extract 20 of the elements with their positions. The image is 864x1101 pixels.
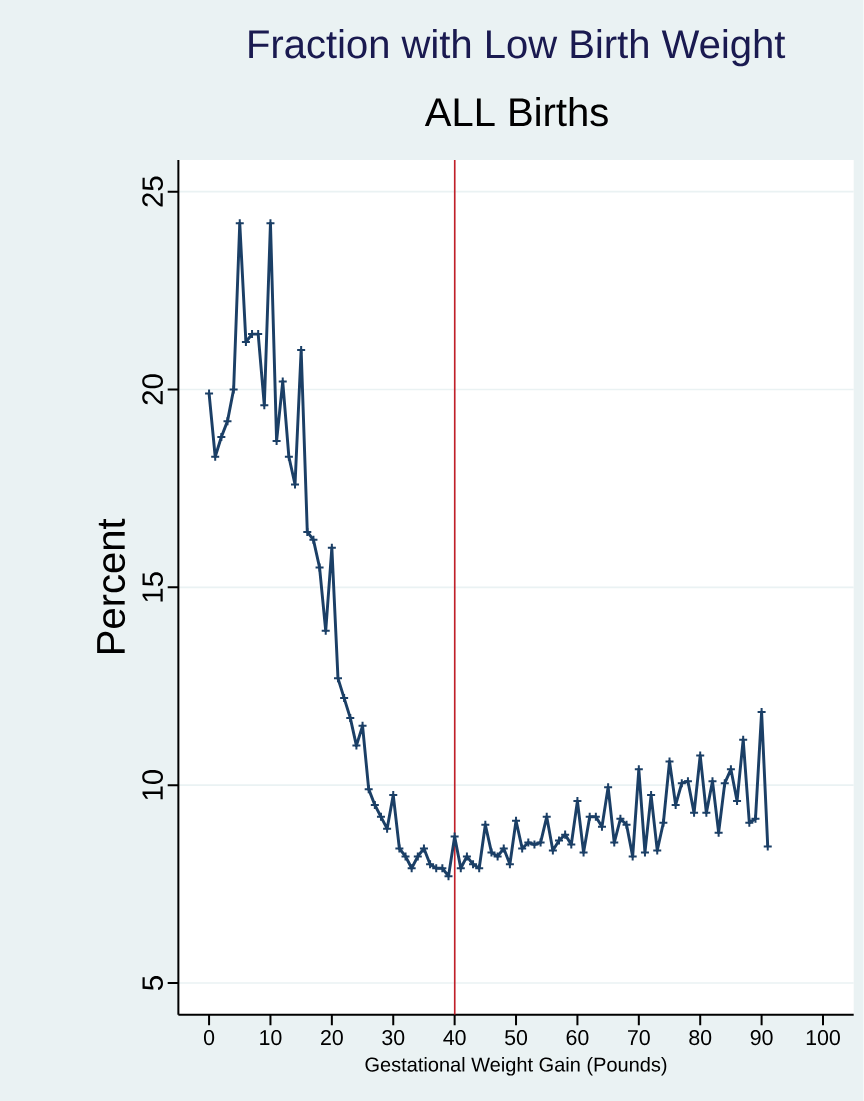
x-tick-label: 10 <box>260 1030 282 1046</box>
x-tick-label: 50 <box>505 1030 528 1046</box>
chart-title: Fraction with Low Birth Weight <box>249 29 786 67</box>
x-tick-label: 0 <box>204 1030 215 1046</box>
y-tick-label: 15 <box>142 572 164 602</box>
x-tick-label: 40 <box>443 1030 466 1046</box>
x-tick-label: 70 <box>628 1030 650 1046</box>
x-tick-label: 30 <box>382 1030 405 1046</box>
y-tick-label: 5 <box>142 976 164 990</box>
x-axis-title: Gestational Weight Gain (Pounds) <box>365 1056 667 1076</box>
x-tick-label: 20 <box>321 1030 344 1046</box>
x-tick-label: 80 <box>689 1030 712 1046</box>
x-tick-label: 90 <box>750 1030 773 1046</box>
y-axis-title: Percent <box>97 518 126 653</box>
y-tick-label: 10 <box>142 770 164 800</box>
x-tick-label: 60 <box>566 1030 589 1046</box>
chart-subtitle: ALL Births <box>425 96 608 127</box>
y-tick-label: 20 <box>142 374 164 405</box>
x-tick-label: 100 <box>806 1030 841 1046</box>
y-tick-label: 25 <box>142 176 164 207</box>
